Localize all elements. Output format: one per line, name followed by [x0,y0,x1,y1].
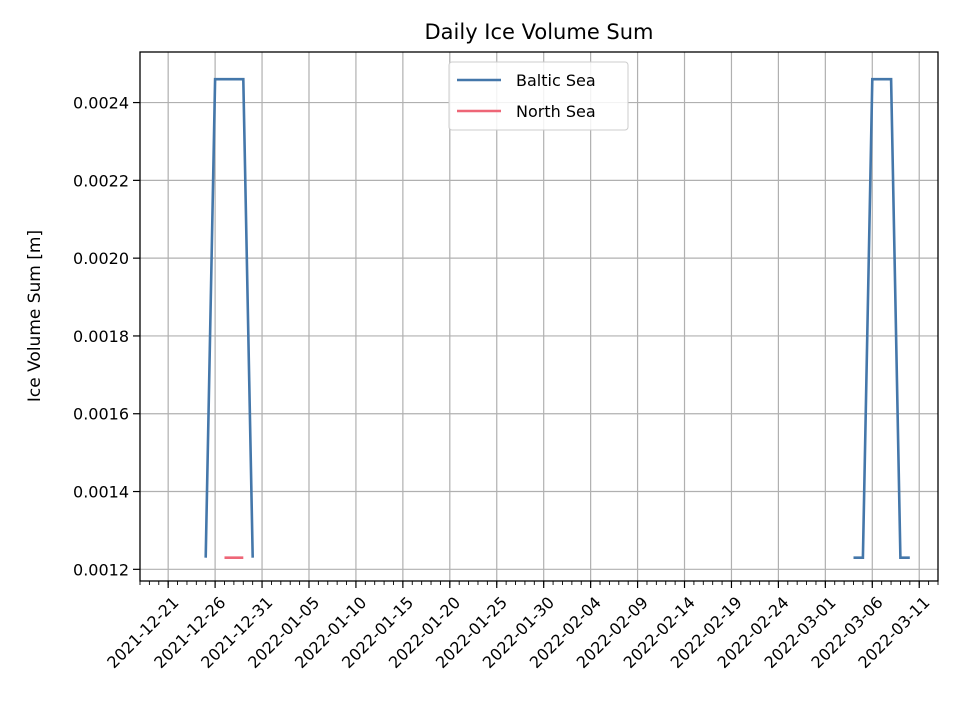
y-axis: 0.0012 0.0014 0.0016 0.0018 0.0020 0.0022 0.00… [73,94,140,579]
plot-frame [139,51,939,582]
y-tick-label: 0.0016 [73,405,129,424]
legend: Baltic Sea North Sea [448,61,629,131]
series-line-baltic-sea [204,77,254,558]
y-tick-label: 0.0014 [73,483,129,502]
grid-lines [140,52,938,581]
legend-label-north-sea: North Sea [516,102,596,121]
y-tick-label: 0.0022 [73,171,129,190]
y-tick-label: 0.0018 [73,327,129,346]
series-lines [204,77,910,560]
series-line-baltic-sea [853,77,910,560]
chart-title: Daily Ice Volume Sum [424,20,653,44]
legend-label-baltic-sea: Baltic Sea [516,71,596,90]
y-axis-label: Ice Volume Sum [m] [25,230,45,402]
y-tick-label: 0.0012 [73,560,129,579]
y-tick-label: 0.0020 [73,249,129,268]
y-tick-label: 0.0024 [73,94,129,113]
